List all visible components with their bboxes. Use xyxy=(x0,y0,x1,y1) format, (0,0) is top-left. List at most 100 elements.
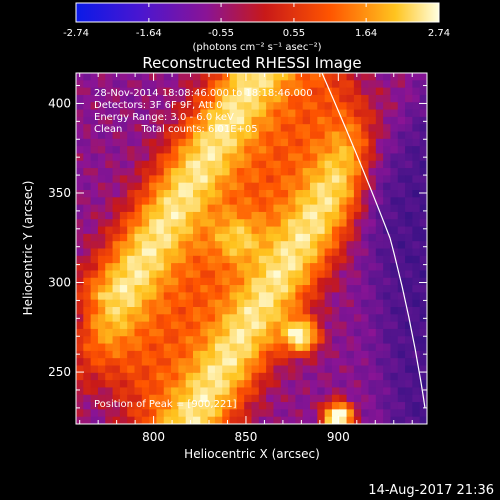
heatmap-cell xyxy=(353,336,362,345)
heatmap-cell xyxy=(273,285,282,293)
heatmap-cell xyxy=(324,175,333,184)
heatmap-cell xyxy=(251,94,260,103)
heatmap-cell xyxy=(76,380,84,389)
heatmap-cell xyxy=(266,211,275,220)
heatmap-cell xyxy=(397,343,406,352)
heatmap-cell xyxy=(193,350,201,359)
heatmap-cell xyxy=(134,365,143,374)
heatmap-cell xyxy=(76,182,84,191)
heatmap-cell xyxy=(214,299,223,308)
heatmap-cell xyxy=(163,80,172,89)
heatmap-cell xyxy=(419,321,427,330)
heatmap-cell xyxy=(280,350,289,359)
heatmap-cell xyxy=(419,73,427,81)
heatmap-cell xyxy=(258,109,267,118)
heatmap-cell xyxy=(127,292,136,301)
heatmap-cell xyxy=(375,314,384,323)
heatmap-cell xyxy=(214,416,223,424)
heatmap-cell xyxy=(83,416,92,424)
heatmap-cell xyxy=(361,255,370,264)
heatmap-cell xyxy=(193,131,201,140)
heatmap-cell xyxy=(302,270,311,279)
heatmap-cell xyxy=(317,255,326,264)
heatmap-cell xyxy=(193,277,201,286)
heatmap-cell xyxy=(207,233,216,242)
heatmap-cell xyxy=(119,160,128,169)
heatmap-cell xyxy=(405,182,413,191)
heatmap-cell xyxy=(222,116,231,125)
heatmap-cell xyxy=(171,94,179,103)
heatmap-cell xyxy=(171,372,179,381)
heatmap-cell xyxy=(266,358,275,367)
heatmap-cell xyxy=(324,343,333,352)
heatmap-cell xyxy=(141,160,150,169)
heatmap-cell xyxy=(200,109,209,118)
heatmap-cell xyxy=(419,197,427,206)
heatmap-cell xyxy=(295,409,304,418)
heatmap-cell xyxy=(244,255,253,264)
heatmap-cell xyxy=(185,94,194,103)
heatmap-cell xyxy=(346,328,355,337)
heatmap-cell xyxy=(83,211,92,220)
heatmap-cell xyxy=(339,358,348,367)
heatmap-cell xyxy=(185,219,194,228)
heatmap-cell xyxy=(76,219,84,228)
heatmap-cell xyxy=(339,387,348,396)
heatmap-cell xyxy=(295,402,304,410)
heatmap-cell xyxy=(200,94,209,103)
heatmap-cell xyxy=(368,109,377,118)
heatmap-cell xyxy=(266,80,275,89)
heatmap-cell xyxy=(295,255,304,264)
heatmap-cell xyxy=(83,314,92,323)
heatmap-cell xyxy=(244,204,253,213)
heatmap-cell xyxy=(405,204,413,213)
heatmap-cell xyxy=(353,190,362,198)
heatmap-cell xyxy=(90,197,99,206)
heatmap-cell xyxy=(302,109,311,118)
heatmap-cell xyxy=(339,343,348,352)
heatmap-cell xyxy=(419,328,427,337)
heatmap-cell xyxy=(163,146,172,155)
heatmap-cell xyxy=(90,372,99,381)
heatmap-cell xyxy=(97,146,106,155)
heatmap-cell xyxy=(76,204,84,213)
heatmap-cell xyxy=(141,233,150,242)
heatmap-cell xyxy=(83,153,92,162)
heatmap-cell xyxy=(368,255,377,264)
heatmap-cell xyxy=(405,285,413,293)
heatmap-cell xyxy=(134,321,143,330)
heatmap-cell xyxy=(331,380,340,389)
heatmap-cell xyxy=(273,314,282,323)
heatmap-cell xyxy=(141,380,150,389)
heatmap-cell xyxy=(295,292,304,301)
heatmap-cell xyxy=(163,409,172,418)
heatmap-cell xyxy=(258,277,267,286)
heatmap-cell xyxy=(339,321,348,330)
heatmap-cell xyxy=(266,336,275,345)
heatmap-cell xyxy=(200,387,209,396)
heatmap-cell xyxy=(156,299,165,308)
heatmap-cell xyxy=(339,277,348,286)
heatmap-cell xyxy=(200,255,209,264)
heatmap-cell xyxy=(127,190,136,198)
heatmap-cell xyxy=(90,241,99,250)
heatmap-cell xyxy=(317,241,326,250)
heatmap-cell xyxy=(353,197,362,206)
heatmap-cell xyxy=(390,102,399,111)
heatmap-cell xyxy=(310,109,318,118)
heatmap-cell xyxy=(244,380,253,389)
heatmap-cell xyxy=(214,190,223,198)
heatmap-cell xyxy=(119,102,128,111)
heatmap-cell xyxy=(317,124,326,133)
heatmap-cell xyxy=(76,146,84,155)
heatmap-cell xyxy=(207,80,216,89)
heatmap-cell xyxy=(200,211,209,220)
heatmap-cell xyxy=(236,226,245,235)
heatmap-cell xyxy=(310,285,318,293)
heatmap-cell xyxy=(141,204,150,213)
heatmap-cell xyxy=(361,387,370,396)
heatmap-cell xyxy=(163,124,172,133)
heatmap-cell xyxy=(412,109,421,118)
heatmap-cell xyxy=(266,270,275,279)
heatmap-cell xyxy=(266,328,275,337)
